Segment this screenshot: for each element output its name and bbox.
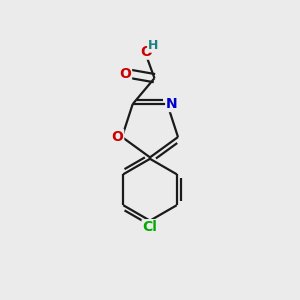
Text: O: O	[111, 130, 123, 144]
Text: O: O	[119, 67, 131, 81]
Text: Cl: Cl	[142, 220, 158, 234]
Text: N: N	[166, 97, 178, 111]
Text: O: O	[140, 45, 152, 59]
Text: H: H	[148, 39, 158, 52]
